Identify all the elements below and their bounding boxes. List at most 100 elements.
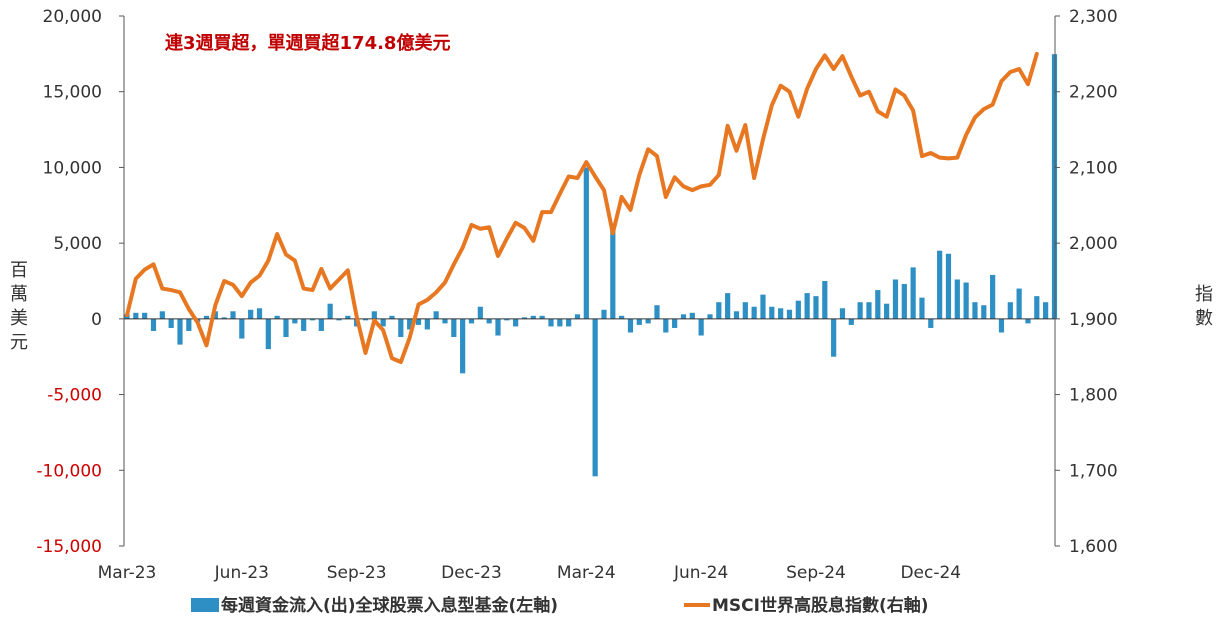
bar — [221, 317, 227, 319]
x-axis-tick-label: Mar-23 — [98, 563, 157, 583]
bar — [548, 318, 554, 327]
right-axis-tick-label: 2,300 — [1069, 7, 1118, 27]
legend: 每週資金流入(出)全球股票入息型基金(左軸) MSCI世界高股息指數(右軸) — [191, 595, 929, 616]
right-axis-tick-label: 2,100 — [1069, 158, 1118, 178]
right-axis-tick-label: 2,000 — [1069, 234, 1118, 254]
bar — [698, 318, 704, 336]
bar — [318, 318, 324, 331]
bar — [627, 318, 634, 333]
bar — [424, 318, 430, 330]
bar — [168, 318, 174, 328]
bar — [813, 296, 819, 319]
unit-label-glyph: 元 — [10, 332, 28, 353]
bar — [1016, 288, 1022, 319]
bar — [778, 308, 784, 319]
bar — [521, 317, 528, 319]
line-series — [125, 51, 1039, 365]
bar — [362, 318, 369, 321]
bar — [716, 302, 722, 319]
bar — [892, 279, 899, 319]
bar — [786, 309, 793, 319]
bar — [910, 267, 916, 319]
bar — [680, 314, 687, 319]
bar — [371, 311, 377, 319]
left-axis-tick-label: 5,000 — [53, 234, 102, 254]
bar — [875, 290, 881, 319]
bar — [1034, 296, 1040, 319]
bar — [725, 293, 731, 319]
bar — [636, 318, 642, 325]
bar — [848, 318, 854, 325]
bar — [601, 309, 607, 319]
left-axis-tick-label: -10,000 — [36, 461, 102, 481]
bar — [389, 315, 395, 319]
bar — [857, 302, 863, 319]
bar — [380, 318, 386, 327]
bar — [751, 306, 757, 319]
bar — [309, 318, 316, 321]
bar — [672, 318, 678, 328]
bar — [610, 223, 616, 319]
bar — [398, 318, 404, 338]
bar — [142, 312, 148, 319]
bar — [1007, 302, 1013, 319]
bar — [265, 318, 271, 350]
chart-annotation: 連3週買超，單週買超174.8億美元 — [165, 32, 450, 54]
left-axis-tick-label: -5,000 — [47, 386, 102, 406]
bar — [990, 274, 996, 319]
bar — [945, 253, 952, 319]
x-axis-tick-label: Dec-24 — [900, 563, 961, 583]
bar — [274, 315, 280, 319]
bar — [239, 318, 245, 339]
bar — [256, 308, 263, 319]
legend-line-label: MSCI世界高股息指數(右軸) — [712, 595, 929, 616]
bar — [1043, 302, 1049, 319]
bar — [415, 318, 422, 325]
bar — [248, 309, 254, 319]
bar — [468, 318, 475, 324]
bar — [937, 250, 943, 319]
bar — [998, 318, 1005, 333]
bar — [566, 318, 572, 327]
bar — [795, 300, 801, 319]
left-axis-tick-label: 15,000 — [43, 83, 102, 103]
right-axis-tick-label: 1,700 — [1069, 461, 1118, 481]
x-axis-tick-label: Jun-24 — [673, 563, 728, 583]
bar — [495, 318, 501, 336]
left-axis-tick-label: 10,000 — [43, 158, 102, 178]
bar — [477, 306, 483, 319]
bar — [1025, 318, 1031, 324]
bar — [1051, 54, 1058, 319]
bar — [327, 303, 333, 319]
bar — [804, 293, 810, 319]
bar — [451, 318, 457, 338]
bar — [663, 318, 669, 333]
bar — [963, 282, 969, 319]
x-axis-tick-label: Jun-23 — [214, 563, 269, 583]
bar — [707, 314, 713, 319]
bar — [592, 318, 598, 477]
bar — [212, 311, 218, 319]
bar — [557, 318, 563, 327]
bar — [283, 318, 289, 338]
unit-label-glyph: 萬 — [10, 284, 28, 305]
bar — [442, 318, 448, 324]
bar — [742, 302, 748, 319]
bar — [203, 315, 210, 319]
x-axis-tick-label: Dec-23 — [441, 563, 502, 583]
bar — [619, 315, 625, 319]
bar — [486, 318, 492, 324]
bar — [981, 305, 987, 319]
unit-label-glyph: 美 — [10, 308, 28, 329]
bar — [150, 318, 157, 331]
unit-label-glyph: 百 — [10, 260, 28, 281]
right-axis-tick-label: 2,200 — [1069, 83, 1118, 103]
bar — [760, 294, 766, 319]
legend-bar-label: 每週資金流入(出)全球股票入息型基金(左軸) — [221, 595, 558, 616]
x-axis-tick-label: Sep-24 — [786, 563, 846, 583]
right-axis-unit-label: 指數 — [1195, 284, 1213, 329]
bar — [407, 318, 413, 330]
bar — [133, 312, 139, 319]
bar — [177, 318, 183, 345]
